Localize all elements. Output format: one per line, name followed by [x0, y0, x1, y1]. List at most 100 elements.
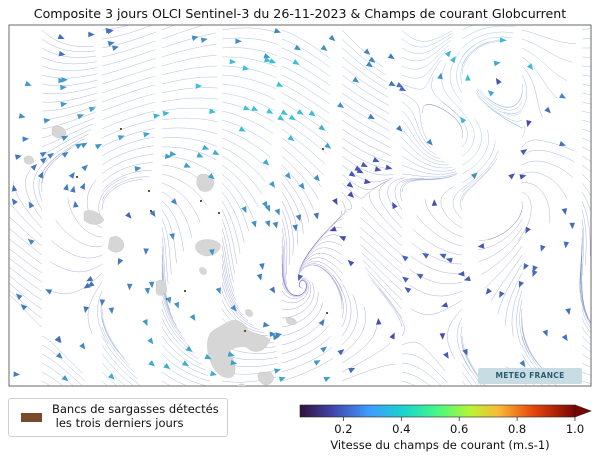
current-arrow — [251, 105, 259, 111]
streamline — [301, 263, 343, 292]
streamline — [519, 299, 530, 355]
streamline — [101, 128, 155, 148]
current-arrow — [61, 374, 69, 382]
streamline — [361, 206, 403, 247]
streamline — [281, 74, 330, 105]
streamline — [410, 255, 463, 274]
streamline — [461, 40, 508, 67]
streamline — [221, 209, 238, 264]
streamline — [101, 308, 125, 360]
streamline — [101, 66, 156, 85]
streamline — [477, 218, 523, 251]
current-arrow — [337, 349, 345, 356]
current-arrow — [212, 149, 220, 156]
streamline — [307, 209, 343, 254]
streamline — [401, 29, 453, 42]
streamline — [161, 308, 195, 354]
streamline — [97, 290, 109, 345]
current-arrow — [561, 334, 568, 342]
streamline — [341, 65, 389, 98]
current-arrow — [55, 352, 63, 359]
streamline — [161, 227, 169, 284]
streamline — [521, 308, 537, 362]
streamline — [281, 245, 298, 296]
streamline — [101, 176, 149, 202]
current-arrow — [532, 269, 538, 277]
current-arrow — [261, 201, 268, 209]
current-arrow — [14, 154, 22, 160]
current-arrow — [431, 199, 438, 206]
current-arrow — [45, 289, 53, 295]
current-arrow — [215, 287, 221, 295]
streamline — [221, 92, 275, 112]
streamline — [101, 102, 156, 121]
streamline — [401, 92, 428, 140]
current-arrow — [86, 275, 94, 282]
streamline — [332, 274, 347, 328]
streamline — [41, 335, 84, 374]
streamline — [221, 110, 274, 134]
streamline — [341, 110, 391, 140]
streamline — [161, 107, 218, 112]
streamline — [461, 362, 479, 386]
streamline — [413, 229, 463, 256]
streamline — [324, 191, 352, 233]
current-arrow — [495, 77, 502, 85]
current-arrow — [264, 56, 272, 63]
current-arrow — [149, 210, 156, 218]
streamline — [581, 173, 591, 184]
streamline — [581, 218, 584, 275]
current-arrow — [81, 164, 89, 172]
streamline — [161, 353, 211, 382]
streamline — [517, 191, 532, 242]
streamline — [461, 118, 482, 166]
streamline — [459, 109, 475, 157]
streamline — [461, 150, 499, 193]
current-arrow — [117, 135, 125, 141]
streamline — [221, 137, 269, 170]
streamline — [341, 29, 384, 68]
streamline — [581, 317, 591, 334]
streamline — [341, 146, 393, 170]
colorbar-tick-label: 1.0 — [566, 422, 584, 436]
streamline — [41, 38, 96, 52]
streamline — [487, 105, 526, 139]
current-arrow — [227, 351, 235, 357]
streamline — [221, 128, 271, 158]
current-arrow — [15, 293, 23, 300]
streamline — [367, 273, 403, 319]
island-saintes — [237, 383, 246, 386]
streamline — [303, 218, 343, 260]
current-arrow — [399, 85, 407, 92]
current-arrow — [189, 314, 196, 322]
current-arrow — [195, 83, 203, 90]
streamline — [98, 176, 127, 220]
streamline — [52, 272, 103, 295]
streamline — [521, 47, 568, 82]
streamline — [9, 201, 43, 238]
streamline — [581, 182, 591, 197]
current-arrow — [404, 287, 412, 294]
current-arrow — [352, 76, 360, 83]
current-arrow — [292, 59, 300, 65]
streamline — [401, 137, 449, 166]
streamline — [101, 362, 127, 386]
streamline — [41, 138, 85, 175]
current-arrow — [63, 183, 69, 191]
current-arrow — [318, 124, 326, 131]
streamline — [101, 119, 155, 139]
current-arrow — [275, 332, 283, 338]
current-arrow — [266, 108, 274, 114]
streamline — [581, 146, 591, 152]
streamline — [580, 254, 585, 311]
current-arrow — [88, 31, 95, 38]
current-arrow — [37, 171, 44, 179]
streamline — [9, 294, 43, 328]
current-arrow — [389, 332, 395, 340]
colorbar-tick-label: 0.2 — [334, 422, 352, 436]
current-arrow — [256, 273, 263, 281]
island-st-kitts — [83, 210, 105, 225]
current-arrow — [485, 287, 492, 295]
streamline — [41, 353, 84, 386]
streamline — [461, 31, 514, 49]
